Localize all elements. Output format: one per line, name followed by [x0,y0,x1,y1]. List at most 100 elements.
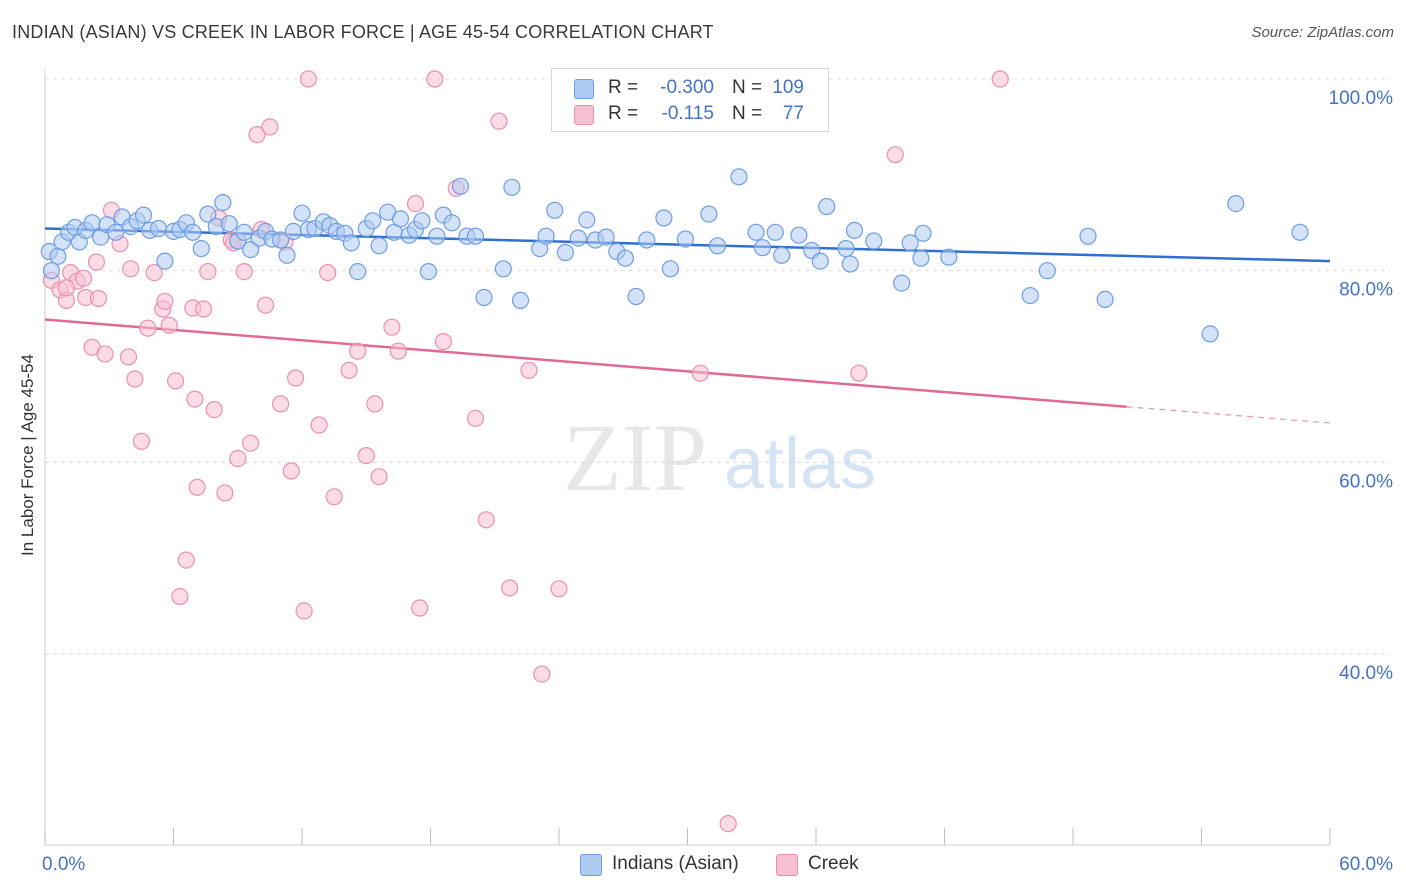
point-creek [122,260,140,278]
trend-lines [44,227,1331,424]
point-creek [533,665,551,683]
watermark-zip: ZIP [563,404,707,511]
r-label: R = [608,103,639,124]
indians-swatch [574,79,594,99]
point-indians [503,178,521,196]
point-creek [310,416,328,434]
point-indians [708,237,727,255]
point-indians [865,232,883,250]
point-indians [49,247,67,265]
point-indians [419,263,437,281]
point-creek [520,361,538,379]
y-tick-label: 60.0% [1339,471,1393,492]
point-indians [811,252,829,270]
point-indians [893,274,911,292]
point-creek [287,369,305,387]
point-indians [845,221,864,239]
watermark-atlas: atlas [724,424,876,504]
point-creek [295,602,313,620]
point-creek [257,296,275,314]
point-indians [134,206,153,224]
point-creek [89,289,108,308]
point-indians [494,260,512,278]
point-indians [901,234,919,252]
point-indians [578,211,596,229]
point-indians [616,249,635,267]
point-indians [511,291,530,309]
point-creek [132,432,150,450]
point-indians [912,249,930,267]
r-value: -0.300 [660,77,714,98]
point-indians [730,168,748,186]
n-value: 77 [782,103,804,124]
point-creek [139,319,157,337]
tick-labels: 40.0% 60.0% 80.0% 100.0% 0.0% 60.0% [42,88,1393,875]
point-indians [42,262,61,280]
data-points [40,70,1309,833]
r-value: -0.115 [661,103,714,124]
point-indians [83,214,101,232]
point-creek [477,511,495,529]
point-indians [773,246,791,264]
point-creek [160,316,178,334]
point-creek [357,447,375,465]
point-creek [74,269,93,287]
point-creek [87,253,106,271]
chart-title: INDIAN (ASIAN) VS CREEK IN LABOR FORCE |… [12,22,714,42]
point-creek [235,263,253,281]
point-indians [413,212,431,230]
point-indians [837,240,855,258]
point-creek [886,146,904,164]
point-creek [188,478,206,496]
point-creek [194,300,213,318]
point-indians [242,241,260,259]
point-creek [261,118,279,136]
point-indians [391,210,410,228]
point-indians [1227,195,1245,213]
point-creek [57,279,76,297]
point-creek [242,434,260,452]
point-creek [282,462,300,480]
point-indians [214,194,232,212]
point-creek [319,264,337,282]
stats-legend-box: R = -0.300 N = 109 R = -0.115 N = 77 [551,68,829,132]
legend-label-creek: Creek [808,853,859,874]
point-creek [156,292,174,310]
n-label: N = [732,77,763,98]
point-indians [184,223,202,241]
point-creek [349,342,367,360]
point-indians [627,287,645,306]
point-indians [753,239,772,257]
point-creek [171,587,189,606]
point-indians [940,248,958,266]
point-creek [340,361,358,379]
point-indians [107,223,125,241]
point-indians [284,222,302,240]
point-indians [556,243,575,262]
legend-swatch-creek [776,854,798,876]
point-creek [366,395,384,413]
point-creek [216,484,234,502]
point-indians [293,204,311,222]
point-creek [199,263,217,281]
axes [44,70,1331,846]
point-indians [747,223,765,241]
point-indians [1291,223,1309,241]
point-creek [272,395,290,413]
point-indians [676,230,695,248]
point-creek [719,814,737,833]
point-indians [475,288,493,307]
n-label: N = [732,103,763,124]
point-indians [272,231,290,249]
point-creek [167,372,185,390]
point-indians [428,227,446,245]
x-tick-label-min: 0.0% [42,854,85,875]
point-indians [766,223,784,241]
legend-swatch-indians [580,854,602,876]
point-creek [850,364,868,382]
point-indians [655,209,673,227]
trend-line-creek [44,318,1127,408]
point-creek [383,318,401,336]
y-tick-label: 100.0% [1329,88,1394,109]
